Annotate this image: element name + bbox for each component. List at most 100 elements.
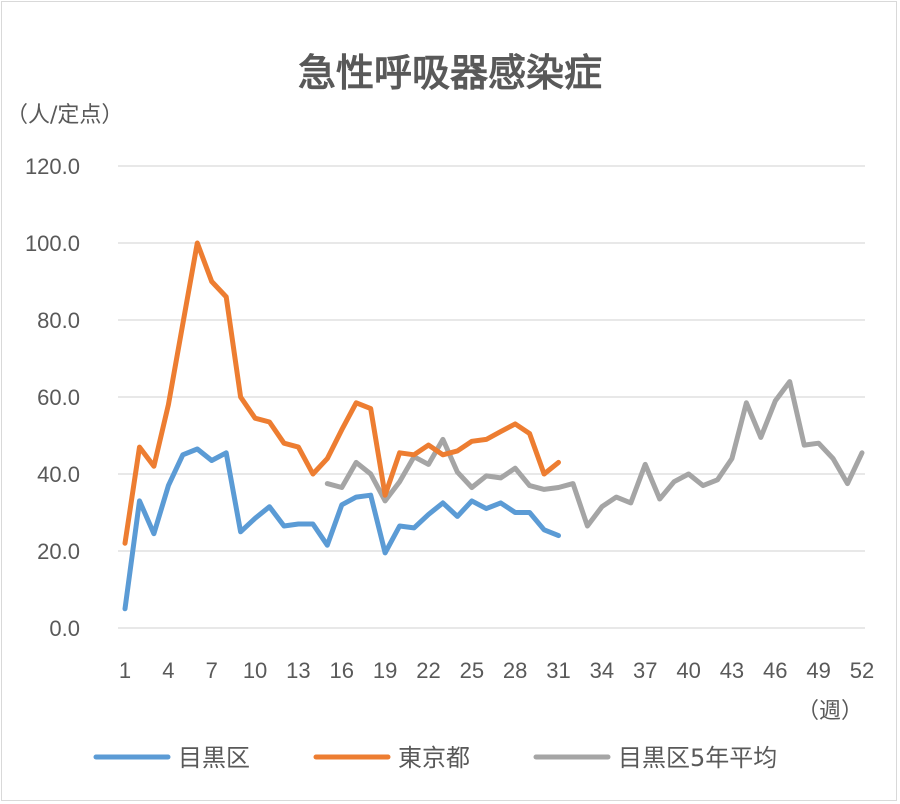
- data-point: [211, 459, 213, 462]
- data-point: [818, 442, 820, 444]
- data-point: [211, 280, 213, 283]
- data-point: [500, 431, 502, 433]
- data-point: [543, 529, 545, 531]
- data-point: [659, 498, 661, 500]
- data-point: [326, 544, 328, 546]
- data-point: [196, 242, 198, 244]
- x-tick-label: 22: [416, 658, 440, 683]
- data-point: [240, 531, 242, 533]
- x-tick-label: 13: [286, 658, 310, 683]
- data-point: [341, 429, 343, 431]
- data-point: [471, 486, 473, 489]
- legend-label: 目黒区: [178, 744, 250, 772]
- data-point: [442, 454, 444, 456]
- data-point: [182, 454, 184, 456]
- x-tick-label: 1: [119, 658, 131, 683]
- x-tick-label: 4: [162, 658, 174, 683]
- data-point: [341, 486, 343, 489]
- y-tick-label: 120.0: [25, 154, 80, 179]
- data-point: [225, 452, 227, 454]
- data-point: [124, 608, 126, 610]
- series-line-2: [324, 379, 865, 529]
- data-point: [861, 452, 863, 454]
- data-point: [832, 458, 834, 460]
- y-tick-label: 0.0: [49, 616, 80, 641]
- data-point: [442, 438, 444, 440]
- x-tick-label: 49: [806, 658, 830, 683]
- data-point: [268, 421, 271, 423]
- legend-label: 目黒区5年平均: [618, 744, 777, 772]
- x-tick-label: 19: [373, 658, 397, 683]
- data-point: [471, 440, 473, 442]
- data-point: [485, 438, 487, 440]
- data-point: [297, 446, 299, 448]
- data-point: [543, 473, 545, 475]
- data-point: [485, 475, 487, 477]
- data-point: [399, 481, 401, 483]
- x-tick-label: 16: [330, 658, 354, 683]
- data-point: [456, 515, 458, 518]
- data-point: [630, 502, 632, 504]
- data-point: [427, 513, 430, 516]
- data-point: [514, 511, 516, 514]
- data-point: [124, 542, 126, 544]
- data-point: [557, 535, 560, 537]
- data-point: [514, 467, 516, 469]
- data-point: [731, 458, 733, 460]
- data-point: [803, 444, 805, 446]
- data-point: [355, 496, 357, 498]
- x-tick-label: 43: [720, 658, 744, 683]
- data-point: [500, 502, 502, 504]
- data-point: [283, 525, 285, 527]
- data-point: [326, 458, 328, 460]
- data-point: [225, 296, 227, 298]
- data-point: [543, 488, 545, 490]
- data-point: [557, 486, 560, 489]
- data-point: [586, 525, 589, 527]
- data-point: [601, 506, 603, 508]
- data-point: [688, 473, 690, 475]
- data-point: [355, 402, 357, 404]
- data-point: [789, 381, 791, 383]
- x-tick-label: 34: [590, 658, 614, 683]
- data-point: [138, 446, 141, 448]
- data-point: [673, 481, 675, 483]
- data-point: [557, 461, 560, 463]
- x-axis-unit-label: （週）: [797, 699, 863, 724]
- legend-label: 東京都: [398, 744, 470, 772]
- data-point: [153, 465, 155, 467]
- data-point: [153, 533, 155, 535]
- data-point: [399, 525, 401, 527]
- data-point: [846, 483, 849, 485]
- data-point: [529, 433, 531, 435]
- data-point: [760, 436, 762, 438]
- y-tick-label: 20.0: [37, 539, 80, 564]
- y-tick-label: 60.0: [37, 385, 80, 410]
- data-point: [297, 523, 299, 525]
- data-point: [167, 485, 169, 487]
- data-point: [529, 485, 531, 487]
- data-point: [167, 404, 169, 406]
- data-point: [572, 483, 574, 485]
- data-point: [326, 483, 328, 485]
- data-point: [615, 496, 617, 498]
- data-point: [312, 473, 314, 475]
- x-tick-label: 10: [243, 658, 267, 683]
- data-point: [442, 502, 444, 504]
- data-point: [254, 417, 256, 419]
- data-point: [384, 500, 386, 502]
- data-point: [283, 442, 285, 444]
- data-point: [182, 323, 184, 325]
- y-tick-label: 100.0: [25, 231, 80, 256]
- series-line-1: [122, 240, 561, 546]
- data-point: [384, 552, 386, 554]
- data-point: [716, 479, 719, 481]
- series-line-0: [122, 446, 561, 612]
- x-tick-label: 37: [633, 658, 657, 683]
- data-point: [254, 517, 256, 519]
- data-point: [355, 461, 357, 463]
- data-point: [268, 506, 271, 508]
- data-point: [399, 452, 401, 454]
- x-tick-label: 7: [206, 658, 218, 683]
